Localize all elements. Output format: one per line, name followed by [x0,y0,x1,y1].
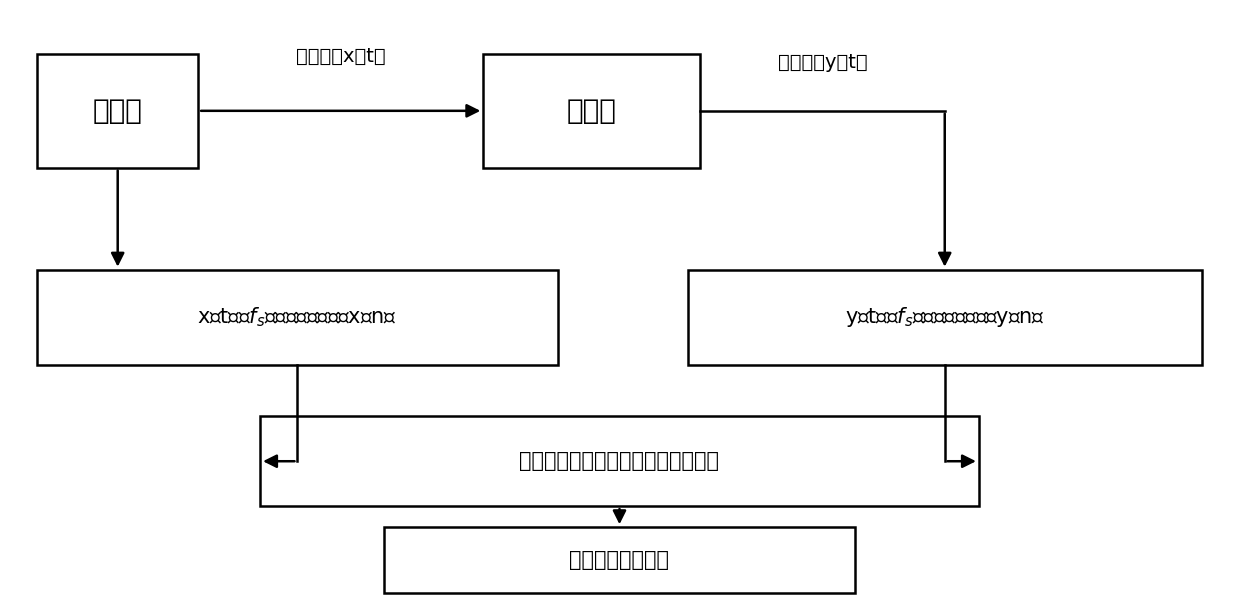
Text: 发射机: 发射机 [566,97,617,125]
Text: 将结果显示和存储: 将结果显示和存储 [570,550,669,570]
Bar [688,270,1202,365]
Bar [37,270,558,365]
Bar [37,54,198,168]
Text: 输出信号y（t）: 输出信号y（t） [778,53,867,72]
Bar [483,54,700,168]
Bar [384,527,855,593]
Bar [260,416,979,506]
Text: 输入信号x（t）: 输入信号x（t） [296,47,385,66]
Text: y（t）经$f_s$采样后得离散序列y（n）: y（t）经$f_s$采样后得离散序列y（n） [845,305,1044,329]
Text: 运用本发明算法计算发射机谐波失真: 运用本发明算法计算发射机谐波失真 [519,451,720,471]
Text: 音频流: 音频流 [93,97,142,125]
Text: x（t）经$f_s$采样后得离散序列x（n）: x（t）经$f_s$采样后得离散序列x（n） [197,305,398,329]
